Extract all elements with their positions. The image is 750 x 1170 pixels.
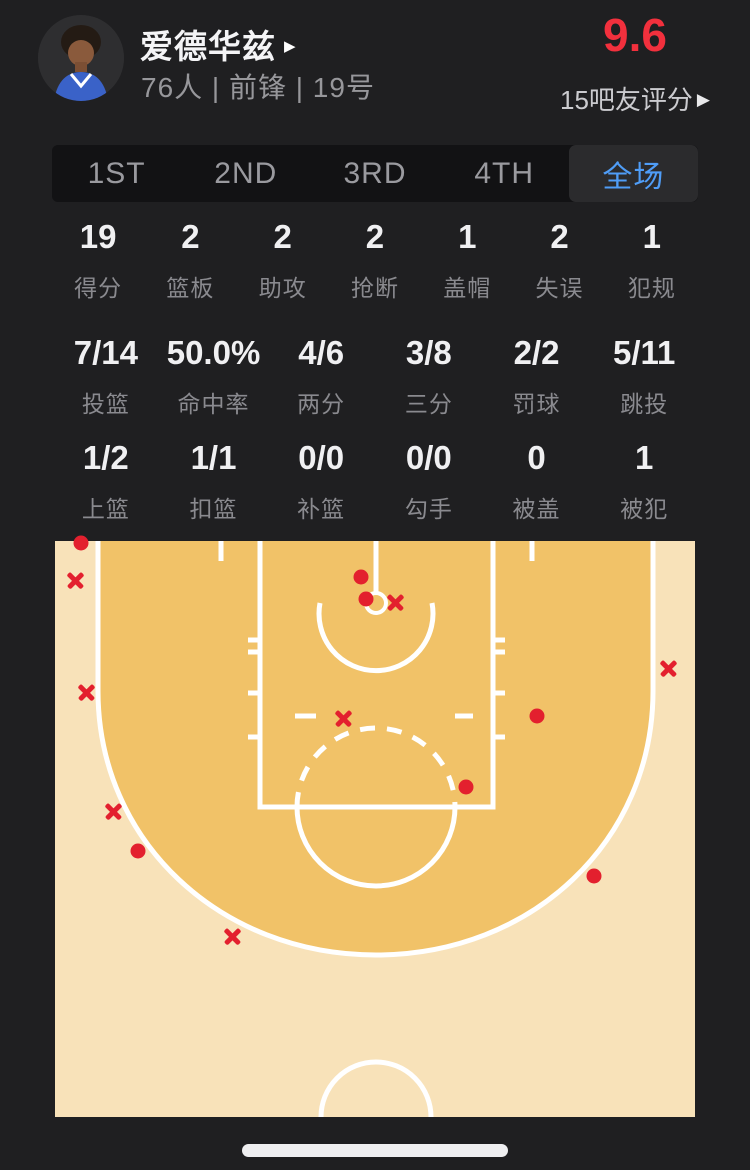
restricted-area-arc	[316, 602, 436, 674]
stat-jump-shots: 5/11 跳投	[612, 334, 676, 417]
rating-arrow-icon: ▶	[696, 89, 710, 109]
player-name: 爱德华兹	[140, 28, 276, 65]
stat-two-pointers: 4/6 两分	[297, 334, 346, 417]
stat-steals: 2 抢断	[350, 218, 399, 301]
player-photo	[38, 15, 124, 101]
lane-lines	[257, 541, 496, 810]
tab-3rd[interactable]: 3RD	[343, 156, 407, 190]
rating-value: 9.6	[603, 9, 667, 61]
lane-hash-marks	[248, 637, 505, 740]
stat-field-goals: 7/14 投篮	[73, 334, 138, 417]
stat-shots-blocked: 0 被盖	[512, 439, 561, 522]
stat-dunks: 1/1 扣篮	[189, 439, 238, 522]
tab-2nd[interactable]: 2ND	[214, 156, 278, 190]
shot-chart	[55, 535, 695, 1117]
stat-fg-percentage: 50.0% 命中率	[166, 334, 261, 417]
stats-row-basic: 19 得分 2 篮板 2 助攻 2 抢断 1 盖帽 2 失误 1 犯规	[52, 218, 698, 303]
rating-label-row: 15吧友评分 ▶	[560, 80, 710, 117]
three-point-line	[95, 541, 656, 958]
half-court-circle	[318, 1059, 434, 1117]
stats-row-shooting: 7/14 投篮 50.0% 命中率 4/6 两分 3/8 三分 2/2 罚球 5…	[52, 334, 698, 419]
free-throw-circle-dashed	[294, 725, 458, 808]
stat-fouls: 1 犯规	[627, 218, 676, 301]
stat-fouled-on: 1 被犯	[620, 439, 669, 522]
player-team-info: 76人 | 前锋 | 19号	[141, 72, 375, 103]
stat-free-throws: 2/2 罚球	[512, 334, 561, 417]
stat-blocks: 1 盖帽	[443, 218, 492, 301]
tab-full-game[interactable]: 全场	[568, 145, 699, 202]
stat-rebounds: 2 篮板	[166, 218, 215, 301]
stat-hook-shots: 0/0 勾手	[404, 439, 453, 522]
period-tab-bar: 1ST 2ND 3RD 4TH 全场	[52, 145, 699, 202]
home-indicator[interactable]	[242, 1144, 508, 1157]
tab-4th[interactable]: 4TH	[474, 156, 535, 190]
free-throw-circle-solid	[294, 806, 458, 889]
court-diagram	[55, 541, 695, 1117]
name-arrow-icon: ▶	[284, 37, 296, 55]
stats-row-shot-types: 1/2 上篮 1/1 扣篮 0/0 补篮 0/0 勾手 0 被盖 1 被犯	[52, 439, 698, 524]
stat-putbacks: 0/0 补篮	[297, 439, 346, 522]
stat-layups: 1/2 上篮	[81, 439, 130, 522]
stat-turnovers: 2 失误	[535, 218, 584, 301]
rating-label: 15吧友评分	[560, 85, 693, 115]
stat-points: 19 得分	[74, 218, 123, 301]
tab-1st[interactable]: 1ST	[87, 156, 146, 190]
player-name-link[interactable]: 爱德华兹 ▶	[140, 20, 296, 68]
court-floor-inner	[98, 541, 653, 955]
baseline-ticks	[218, 541, 535, 561]
rating-block[interactable]: 9.6 15吧友评分 ▶	[560, 12, 710, 117]
stat-assists: 2 助攻	[258, 218, 307, 301]
player-avatar[interactable]	[38, 15, 124, 101]
stat-three-pointers: 3/8 三分	[404, 334, 453, 417]
